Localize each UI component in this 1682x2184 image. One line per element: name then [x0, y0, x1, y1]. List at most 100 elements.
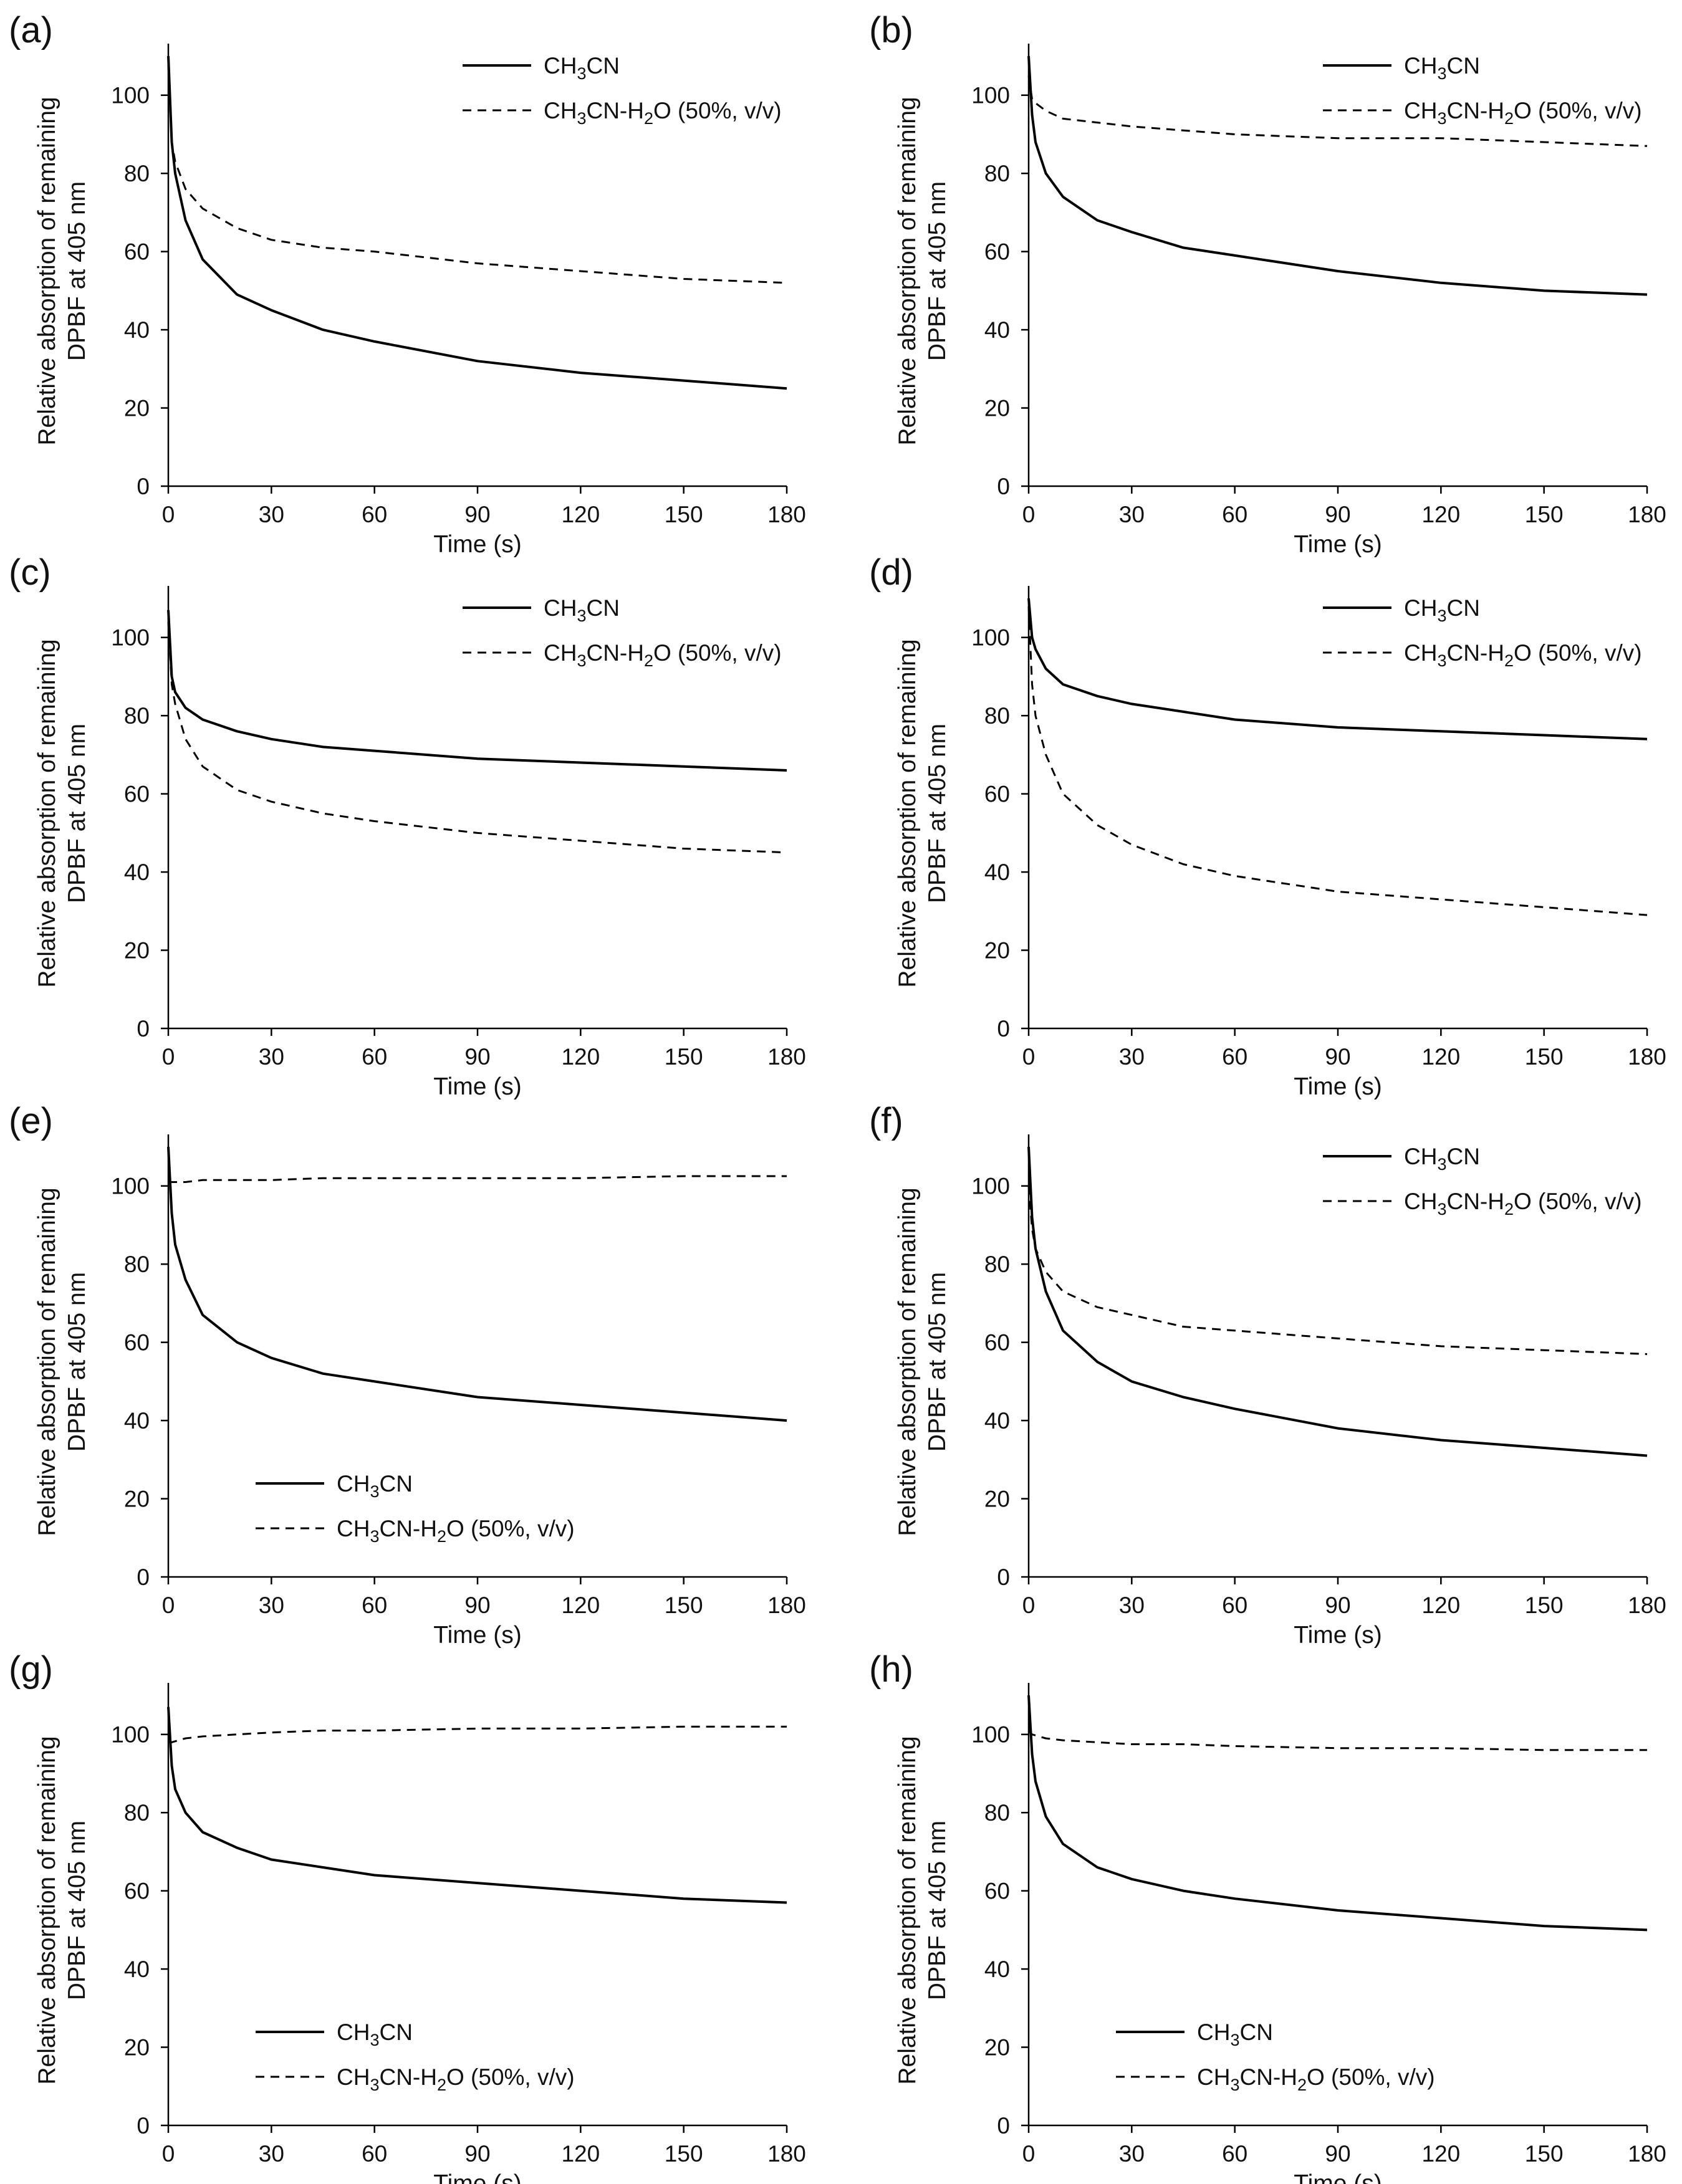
x-tick-label: 30 [259, 1044, 284, 1070]
panel-label: (a) [9, 10, 53, 50]
chart-panel-a: (a) 0 20 40 60 80 100 0 30 60 90 120 150 180 Time (s) R… [9, 10, 806, 558]
x-tick-label: 150 [665, 2141, 703, 2167]
y-tick-label: 20 [984, 1487, 1010, 1512]
y-tick-label: 60 [984, 1330, 1010, 1356]
y-tick-label: 20 [984, 2035, 1010, 2061]
panel-label: (e) [9, 1101, 53, 1141]
y-tick-label: 100 [111, 83, 150, 108]
x-tick-label: 120 [561, 1593, 600, 1618]
legend: CH3CN CH3CN-H2O (50%, v/v) [463, 595, 782, 670]
legend-label: CH3CN-H2O (50%, v/v) [337, 1516, 575, 1546]
y-axis-title-line2: DPBF at 405 nm [64, 181, 90, 361]
legend: CH3CN CH3CN-H2O (50%, v/v) [1116, 2019, 1435, 2094]
series-line-ch3cn-h2o [167, 64, 787, 284]
y-tick-label: 40 [124, 1408, 150, 1434]
x-tick-label: 30 [259, 1593, 284, 1618]
y-tick-label: 40 [124, 860, 150, 885]
x-tick-label: 120 [1421, 2141, 1460, 2167]
y-axis-title-line1: Relative absorption of remaining [894, 1736, 921, 2084]
x-tick-label: 90 [464, 1593, 490, 1618]
y-tick-label: 20 [124, 938, 150, 964]
x-tick-label: 60 [1222, 1593, 1247, 1618]
x-tick-label: 0 [162, 2141, 175, 2167]
y-tick-label: 40 [984, 1957, 1010, 1982]
y-axis-title-line1: Relative absorption of remaining [894, 639, 921, 987]
y-tick-label: 80 [124, 1252, 150, 1277]
chart-panel-c: (c) 0 20 40 60 80 100 0 30 60 90 120 150 180 Time (s) R… [9, 552, 806, 1100]
legend-label: CH3CN [337, 1471, 413, 1501]
series-line-ch3cn [1027, 598, 1648, 740]
x-tick-label: 150 [665, 1044, 703, 1070]
y-tick-label: 40 [124, 317, 150, 343]
series-line-ch3cn-h2o [1027, 606, 1648, 916]
legend-label: CH3CN [1404, 595, 1480, 625]
series-line-ch3cn-h2o [168, 1175, 787, 1183]
x-tick-label: 180 [1628, 1044, 1666, 1070]
y-tick-label: 0 [137, 474, 150, 499]
x-tick-label: 150 [665, 1593, 703, 1618]
y-axis-title-line2: DPBF at 405 nm [924, 1272, 951, 1452]
legend: CH3CN CH3CN-H2O (50%, v/v) [1323, 53, 1642, 128]
series-line-ch3cn-h2o [168, 1725, 787, 1743]
series-line-ch3cn [167, 610, 787, 772]
x-axis-title: Time (s) [1294, 1073, 1382, 1100]
series-line-ch3cn [167, 1707, 787, 1904]
y-tick-label: 40 [984, 860, 1010, 885]
panel-label: (c) [9, 552, 51, 593]
chart-panel-d: (d) 0 20 40 60 80 100 0 30 60 90 120 150 180 Time (s) R… [869, 552, 1666, 1100]
legend-label: CH3CN-H2O (50%, v/v) [544, 640, 782, 670]
y-axis-title-line2: DPBF at 405 nm [64, 1272, 90, 1452]
y-tick-label: 60 [124, 239, 150, 265]
y-tick-label: 80 [124, 1800, 150, 1826]
x-tick-label: 30 [259, 2141, 284, 2167]
y-tick-label: 100 [111, 625, 150, 651]
y-tick-label: 80 [984, 1800, 1010, 1826]
y-tick-label: 60 [984, 782, 1010, 807]
x-tick-label: 0 [162, 1044, 175, 1070]
legend-label: CH3CN-H2O (50%, v/v) [1197, 2064, 1435, 2094]
y-tick-label: 40 [124, 1957, 150, 1982]
y-axis-title-line1: Relative absorption of remaining [34, 97, 60, 445]
y-axis-title-line1: Relative absorption of remaining [34, 639, 60, 987]
y-tick-label: 80 [984, 703, 1010, 729]
x-tick-label: 90 [1325, 502, 1350, 527]
x-tick-label: 120 [1421, 502, 1460, 527]
legend-label: CH3CN [1197, 2019, 1273, 2049]
x-tick-label: 120 [1421, 1593, 1460, 1618]
y-tick-label: 60 [124, 1330, 150, 1356]
y-tick-label: 0 [137, 1016, 150, 1042]
y-axis-title-line2: DPBF at 405 nm [64, 1821, 90, 2000]
x-axis-title: Time (s) [433, 1073, 522, 1100]
y-tick-label: 80 [984, 161, 1010, 186]
chart-panel-e: (e) 0 20 40 60 80 100 0 30 60 90 120 150 180 Time (s) R… [9, 1101, 806, 1649]
chart-panel-b: (b) 0 20 40 60 80 100 0 30 60 90 120 150 180 Time (s) R… [869, 10, 1666, 558]
x-tick-label: 180 [1628, 502, 1666, 527]
legend-label: CH3CN-H2O (50%, v/v) [337, 2064, 575, 2094]
x-tick-label: 180 [1628, 1593, 1666, 1618]
x-tick-label: 120 [561, 1044, 600, 1070]
x-tick-label: 90 [1325, 1593, 1350, 1618]
legend-label: CH3CN-H2O (50%, v/v) [1404, 1189, 1642, 1219]
x-tick-label: 120 [561, 502, 600, 527]
x-tick-label: 150 [1525, 1593, 1564, 1618]
x-tick-label: 150 [665, 502, 703, 527]
y-tick-label: 100 [111, 1722, 150, 1748]
x-tick-label: 180 [767, 502, 806, 527]
y-tick-label: 60 [984, 239, 1010, 265]
y-tick-label: 0 [997, 1564, 1010, 1590]
x-axis-title: Time (s) [1294, 2170, 1382, 2184]
panel-label: (f) [869, 1101, 903, 1141]
x-tick-label: 30 [259, 502, 284, 527]
y-tick-label: 80 [124, 161, 150, 186]
y-tick-label: 40 [984, 1408, 1010, 1434]
y-tick-label: 100 [111, 1174, 150, 1199]
x-tick-label: 0 [1022, 1593, 1036, 1618]
legend-label: CH3CN [1404, 53, 1480, 83]
y-tick-label: 100 [971, 1722, 1010, 1748]
x-tick-label: 60 [362, 1044, 387, 1070]
y-tick-label: 0 [997, 474, 1010, 499]
x-tick-label: 0 [162, 1593, 175, 1618]
series-line-ch3cn [1027, 1695, 1648, 1932]
series-line-ch3cn [1027, 55, 1648, 296]
